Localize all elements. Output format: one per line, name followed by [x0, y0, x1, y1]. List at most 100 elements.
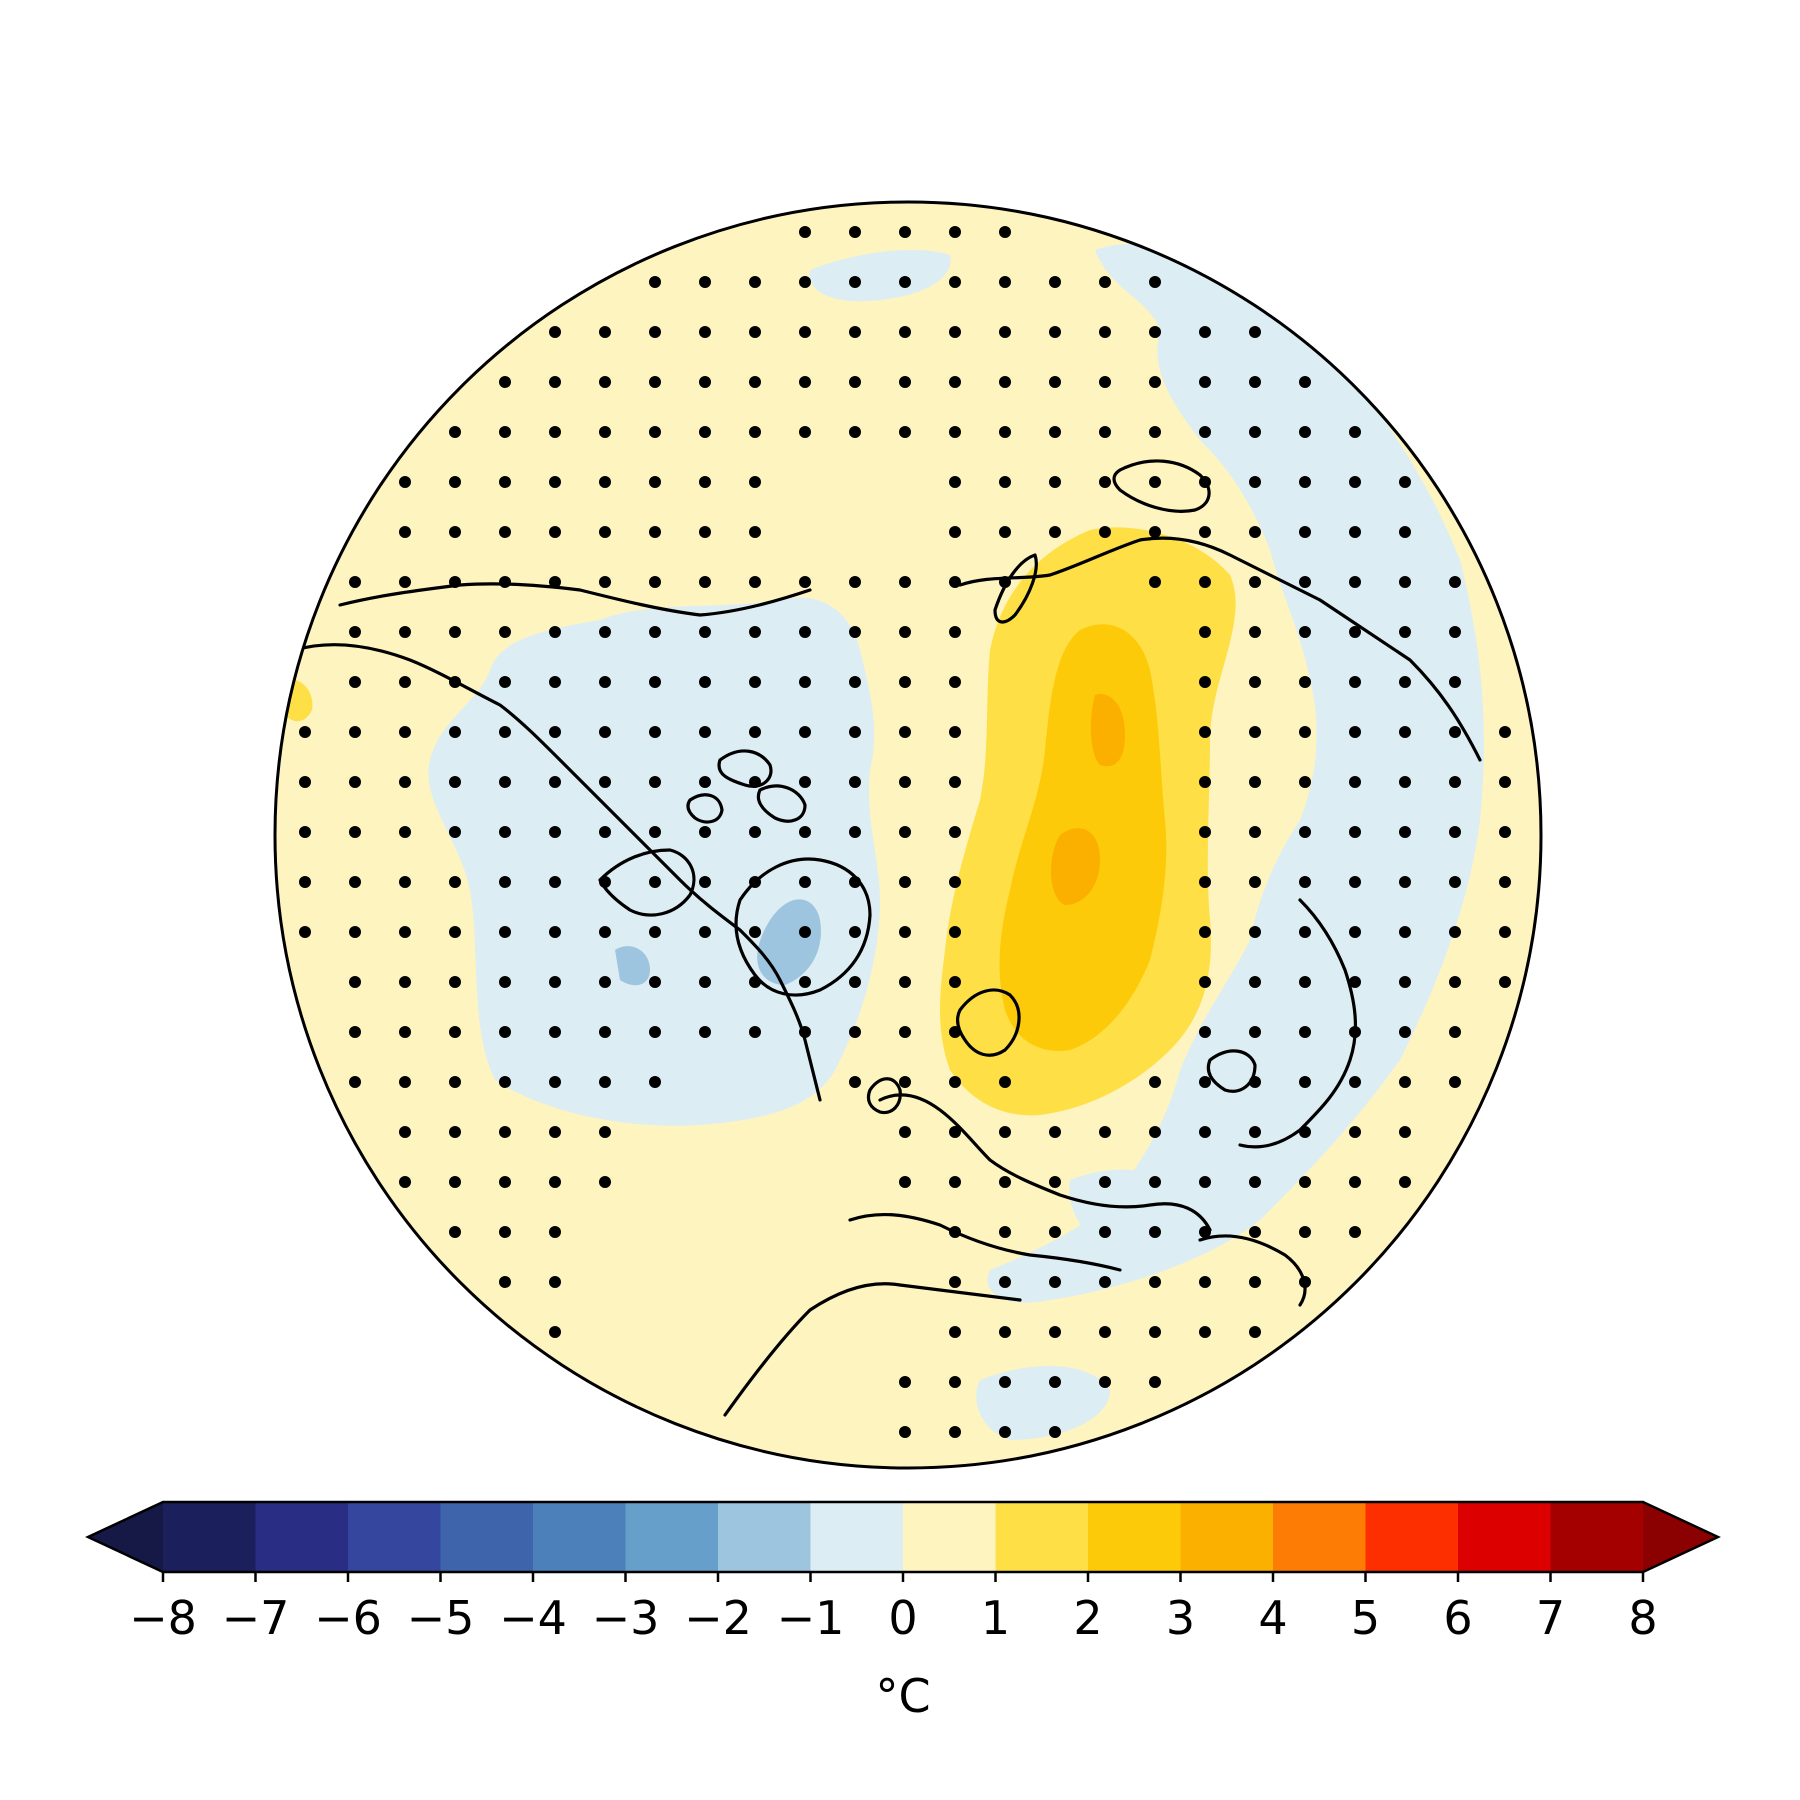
colorbar-tick-label: 6 [1443, 1591, 1472, 1645]
stipple-dot [949, 276, 961, 288]
stipple-dot [1349, 726, 1361, 738]
stipple-dot [1499, 726, 1511, 738]
colorbar-tick-label: −2 [684, 1591, 752, 1645]
stipple-dot [949, 776, 961, 788]
stipple-dot [999, 476, 1011, 488]
stipple-dot [849, 1026, 861, 1038]
stipple-dot [749, 376, 761, 388]
coastline-mediterranean [848, 1212, 1122, 1272]
stipple-dot [899, 626, 911, 638]
coastline-east-asia [1238, 898, 1358, 1149]
stipple-dot [1149, 1376, 1161, 1388]
stipple-dot [1149, 1176, 1161, 1188]
polar-map [273, 200, 1543, 1470]
stipple-dot [499, 626, 511, 638]
stipple-dot [1249, 1226, 1261, 1238]
stipple-dot [499, 1026, 511, 1038]
stipple-dot [599, 926, 611, 938]
stipple-dot [1299, 676, 1311, 688]
stipple-dot [349, 676, 361, 688]
stipple-dot [1199, 426, 1211, 438]
stipple-dot [499, 926, 511, 938]
stipple-dot [1249, 776, 1261, 788]
stipple-dot [699, 276, 711, 288]
stipple-dot [1249, 1026, 1261, 1038]
stipple-dot [549, 526, 561, 538]
stipple-dot [1349, 976, 1361, 988]
stipple-dot [299, 926, 311, 938]
colorbar-tick-label: 7 [1536, 1591, 1565, 1645]
stipple-dot [1249, 726, 1261, 738]
stipple-dot [849, 426, 861, 438]
stipple-dot [949, 1126, 961, 1138]
stipple-dot [949, 1076, 961, 1088]
stipple-dot [349, 726, 361, 738]
stipple-dot [1499, 976, 1511, 988]
stipple-dot [1399, 626, 1411, 638]
stipple-dot [1249, 1326, 1261, 1338]
stipple-dot [1099, 426, 1111, 438]
stipple-dot [499, 726, 511, 738]
stipple-dot [549, 1126, 561, 1138]
stipple-dot [399, 476, 411, 488]
stipple-dot [449, 926, 461, 938]
stipple-dot [499, 1276, 511, 1288]
stipple-dot [649, 826, 661, 838]
stipple-dot [899, 576, 911, 588]
stipple-dot [1199, 1176, 1211, 1188]
stipple-dot [749, 626, 761, 638]
stipple-dot [599, 826, 611, 838]
stipple-dot [499, 526, 511, 538]
stipple-dot [949, 826, 961, 838]
stipple-dot [949, 526, 961, 538]
stipple-dot [949, 426, 961, 438]
stipple-dot [849, 826, 861, 838]
cool-anomaly-east-asia [987, 243, 1484, 1303]
stipple-dot [349, 1076, 361, 1088]
stipple-dot [599, 1176, 611, 1188]
colorbar-tick-label: −6 [314, 1591, 382, 1645]
stipple-dot [1399, 1076, 1411, 1088]
stipple-dot [1049, 1376, 1061, 1388]
stipple-dot [749, 526, 761, 538]
stipple-dot [1249, 926, 1261, 938]
stipple-dot [449, 826, 461, 838]
stipple-dot [1149, 426, 1161, 438]
stipple-dot [1399, 1126, 1411, 1138]
stipple-dot [1449, 576, 1461, 588]
stipple-dot [899, 226, 911, 238]
stipple-dot [949, 1276, 961, 1288]
colorbar-tick-label: 3 [1166, 1591, 1195, 1645]
stipple-dot [999, 526, 1011, 538]
coastline-north-africa [723, 1282, 1022, 1417]
stipple-dot [1399, 726, 1411, 738]
stipple-dot [549, 826, 561, 838]
stipple-dot [599, 1126, 611, 1138]
stipple-dot [749, 276, 761, 288]
stipple-dot [1349, 876, 1361, 888]
stipple-dot [649, 776, 661, 788]
stipple-dot [1199, 526, 1211, 538]
stipple-dot [649, 576, 661, 588]
stipple-dot [949, 1026, 961, 1038]
stipple-dot [899, 1376, 911, 1388]
stipple-dot [499, 976, 511, 988]
stipple-dot [1449, 976, 1461, 988]
stipple-dot [1499, 826, 1511, 838]
stipple-dot [549, 1276, 561, 1288]
stipple-dot [699, 976, 711, 988]
stipple-dot [1449, 776, 1461, 788]
stipple-dot [849, 326, 861, 338]
coastline-siberia [958, 536, 1482, 762]
stipple-dot [999, 226, 1011, 238]
stipple-dot [749, 826, 761, 838]
stipple-dot [1149, 1126, 1161, 1138]
coastline-japan [1206, 1049, 1257, 1093]
stipple-dot [1399, 926, 1411, 938]
stipple-dot [749, 926, 761, 938]
stipple-dot [1349, 1076, 1361, 1088]
stipple-dot [399, 1076, 411, 1088]
stipple-dot [899, 1176, 911, 1188]
stipple-dot [999, 376, 1011, 388]
